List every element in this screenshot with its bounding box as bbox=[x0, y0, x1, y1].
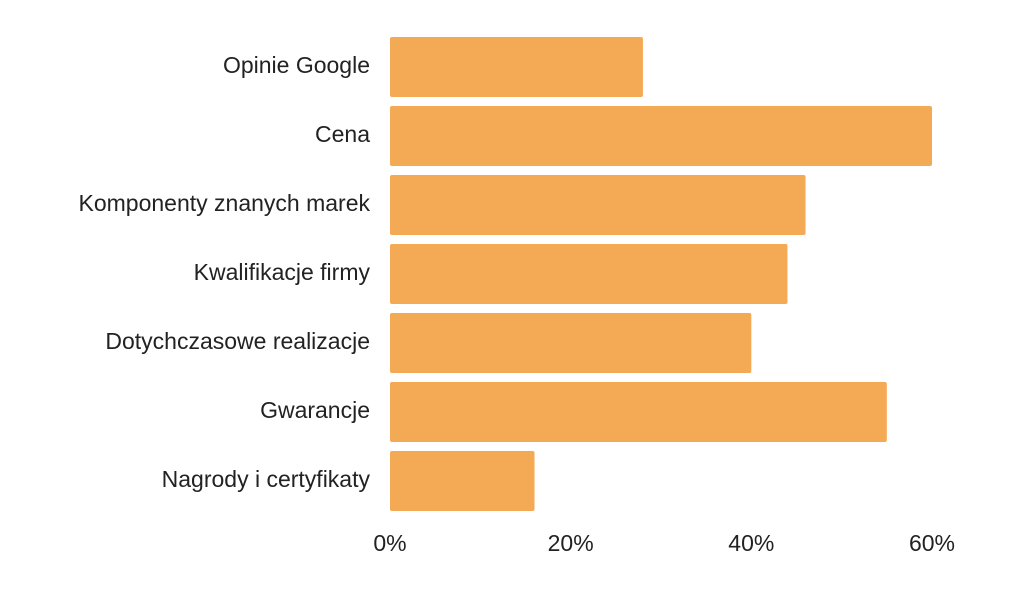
bar bbox=[390, 244, 788, 304]
bar bbox=[390, 382, 887, 442]
y-tick-label: Gwarancje bbox=[260, 397, 370, 423]
y-tick-label: Opinie Google bbox=[223, 52, 370, 78]
x-tick-label: 20% bbox=[548, 530, 594, 556]
x-tick-label: 0% bbox=[373, 530, 406, 556]
bar bbox=[390, 313, 752, 373]
y-tick-label: Cena bbox=[315, 121, 370, 147]
y-tick-label: Kwalifikacje firmy bbox=[194, 259, 371, 285]
y-tick-label: Dotychczasowe realizacje bbox=[105, 328, 370, 354]
y-tick-label: Nagrody i certyfikaty bbox=[162, 466, 371, 492]
x-tick-label: 40% bbox=[728, 530, 774, 556]
bar bbox=[390, 37, 643, 97]
bar bbox=[390, 451, 535, 511]
x-tick-label: 60% bbox=[909, 530, 955, 556]
y-tick-label: Komponenty znanych marek bbox=[79, 190, 371, 216]
bar bbox=[390, 106, 932, 166]
bar bbox=[390, 175, 806, 235]
